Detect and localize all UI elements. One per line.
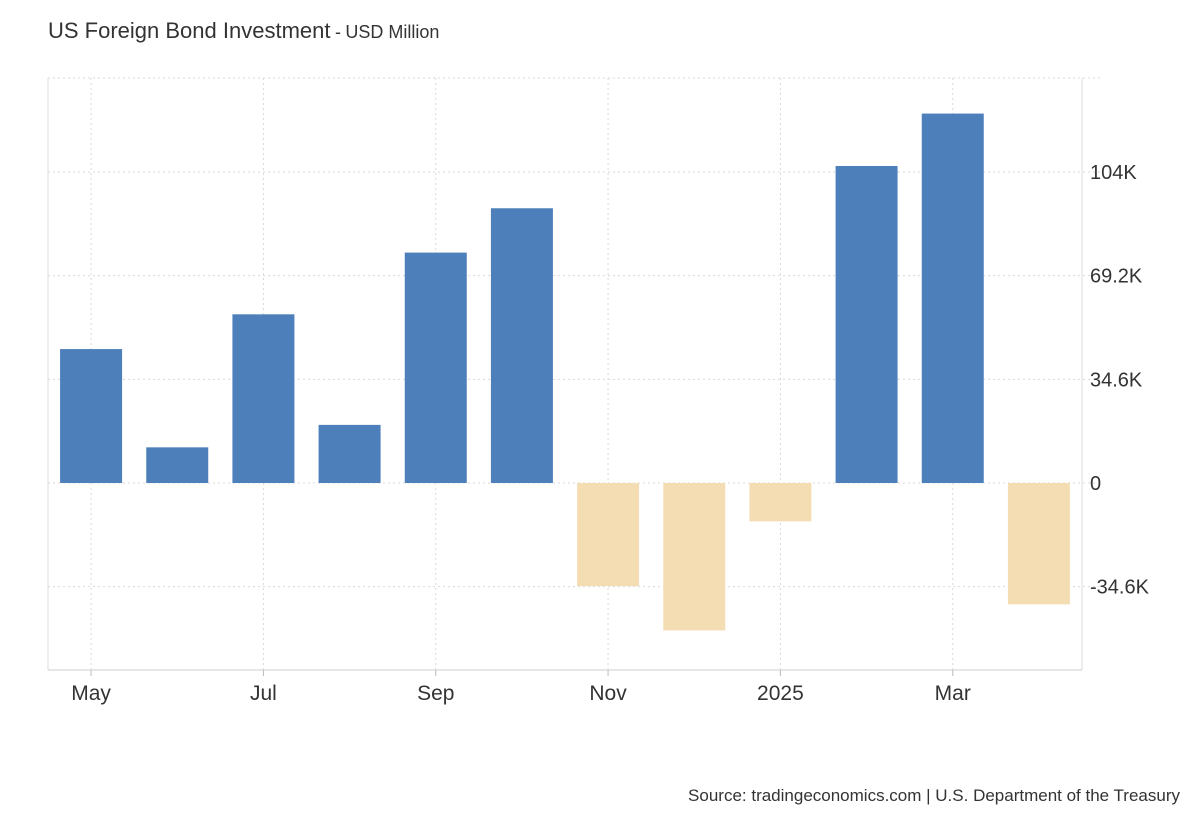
x-tick-label: Sep [417,682,454,705]
y-tick-label: 34.6K [1090,369,1143,391]
x-tick-label: 2025 [757,682,804,705]
bar-apr [1007,483,1070,605]
title-separator: - [334,22,341,42]
x-tick-label: Nov [589,682,627,705]
bar-nov [577,483,640,587]
source-note: Source: tradingeconomics.com | U.S. Depa… [688,786,1180,805]
bar-oct [490,208,553,484]
bar-jul [232,314,295,483]
bar-sep [404,252,467,483]
y-tick-label: 0 [1090,473,1101,495]
x-tick-label: May [71,682,111,705]
bar-mar [921,113,984,484]
y-tick-label: 104K [1090,162,1137,184]
x-tick-label: Jul [250,682,277,705]
bar-dec [663,483,726,631]
bar-2025-01 [749,483,812,522]
bar-jun [146,447,209,483]
chart-unit: USD Million [345,22,440,42]
chart-title: US Foreign Bond Investment [48,18,331,43]
bar-may [60,349,123,483]
bar-feb [835,166,898,484]
y-tick-label: 69.2K [1090,266,1143,288]
chart-title-row: US Foreign Bond Investment - USD Million [48,18,439,44]
bar-aug [318,424,381,483]
x-tick-label: Mar [935,682,971,705]
y-tick-label: -34.6K [1090,577,1150,599]
